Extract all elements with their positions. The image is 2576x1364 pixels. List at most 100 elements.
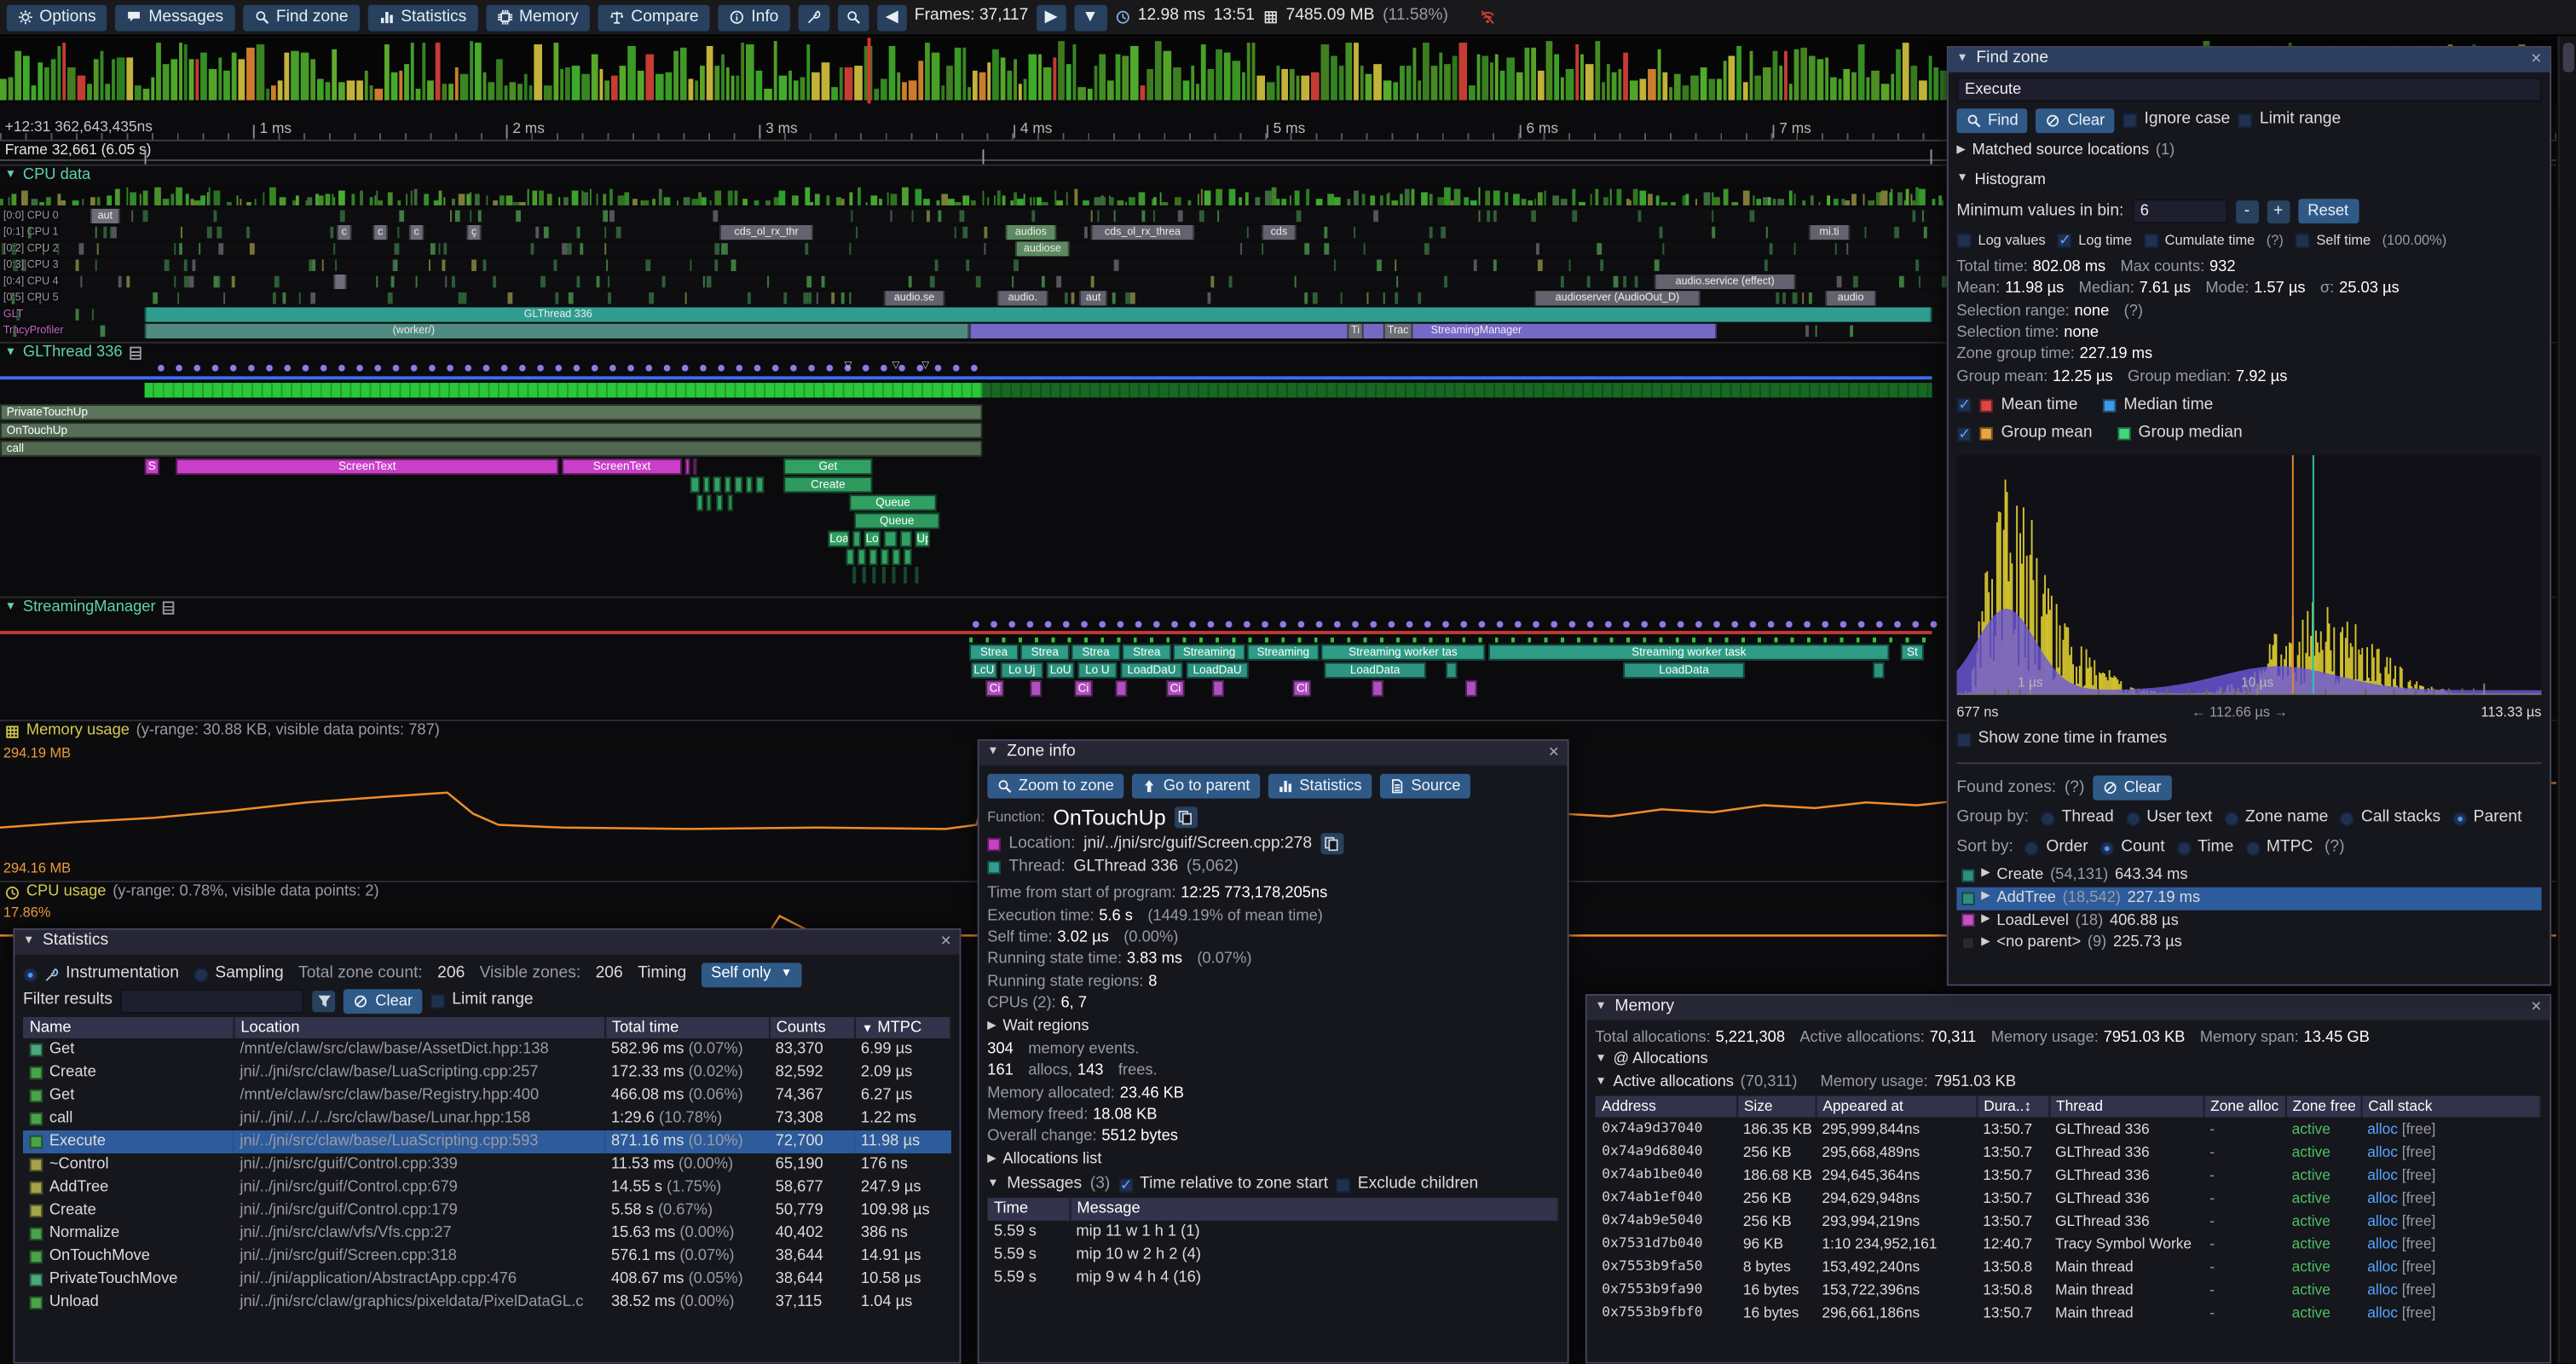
- min-bin-input[interactable]: [2132, 199, 2227, 224]
- frame-bar[interactable]: [774, 42, 777, 101]
- sort-by-option[interactable]: Count: [2099, 837, 2164, 858]
- message-dot[interactable]: [447, 365, 453, 372]
- frame-bar[interactable]: [1495, 54, 1499, 100]
- frame-bar[interactable]: [524, 74, 528, 100]
- message-dot[interactable]: [212, 365, 219, 372]
- frame-bar[interactable]: [656, 74, 664, 101]
- message-dot[interactable]: [1081, 621, 1088, 628]
- frame-bar[interactable]: [1607, 65, 1610, 101]
- message-dot[interactable]: [176, 365, 182, 372]
- frame-bar[interactable]: [1662, 73, 1667, 101]
- message-dot[interactable]: [1045, 621, 1052, 628]
- find-zone-titlebar[interactable]: ▼ Find zone ×: [1949, 48, 2550, 72]
- frame-bar[interactable]: [347, 81, 355, 100]
- frame-bar[interactable]: [1940, 70, 1947, 100]
- frame-bar[interactable]: [806, 45, 810, 101]
- frame-bar[interactable]: [1658, 49, 1661, 100]
- statistics-titlebar[interactable]: ▼ Statistics ×: [14, 930, 959, 955]
- decrement-button[interactable]: -: [2235, 200, 2258, 223]
- frame-bar[interactable]: [1406, 66, 1412, 100]
- frame-bar[interactable]: [1648, 69, 1656, 101]
- frame-bar[interactable]: [1809, 56, 1816, 100]
- zone-bar[interactable]: Streaming worker tas: [1321, 644, 1486, 660]
- statistics-row[interactable]: Unload jni/../jni/src/claw/graphics/pixe…: [23, 1292, 950, 1315]
- wait-regions-toggle[interactable]: ▶Wait regions: [987, 1017, 1559, 1037]
- frame-bar[interactable]: [1373, 64, 1382, 101]
- frame-bar[interactable]: [399, 71, 402, 101]
- frame-bar[interactable]: [726, 67, 730, 101]
- zone-bar[interactable]: [892, 567, 896, 583]
- cpu-zone[interactable]: aut: [1079, 291, 1107, 305]
- frame-bar[interactable]: [44, 67, 49, 100]
- exclude-children-checkbox[interactable]: Exclude children: [1337, 1175, 1478, 1195]
- zone-bar[interactable]: [884, 531, 897, 547]
- cpu-zone[interactable]: Ti: [1347, 324, 1363, 338]
- frame-bar[interactable]: [1490, 62, 1493, 100]
- zoom-to-zone-button[interactable]: Zoom to zone: [987, 773, 1123, 798]
- frame-bar[interactable]: [680, 48, 687, 101]
- show-zone-time-checkbox[interactable]: Show zone time in frames: [1956, 729, 2167, 749]
- frame-bar[interactable]: [987, 63, 991, 101]
- message-dot[interactable]: [537, 365, 544, 372]
- zone-bar[interactable]: Queue: [854, 512, 939, 529]
- message-row[interactable]: 5.59 smip 9 w 4 h 4 (16): [987, 1267, 1558, 1290]
- frame-bar[interactable]: [946, 66, 953, 101]
- group-by-option[interactable]: Thread: [2041, 809, 2114, 829]
- allocation-row[interactable]: 0x74ab1be040 186.68 KB 294,645,364ns 13:…: [1595, 1164, 2540, 1187]
- frame-bar[interactable]: [32, 85, 37, 101]
- cpu-zone[interactable]: StreamingManager: [969, 324, 1717, 338]
- frame-bar[interactable]: [1164, 50, 1172, 100]
- frame-bar[interactable]: [1858, 45, 1865, 101]
- message-dot[interactable]: [193, 365, 200, 372]
- draw-mean-checkbox[interactable]: [1956, 398, 1971, 413]
- frame-bar[interactable]: [1708, 78, 1715, 101]
- zone-bar[interactable]: LoU: [1047, 662, 1075, 679]
- frame-bar[interactable]: [326, 82, 331, 101]
- frame-bar[interactable]: [932, 53, 940, 100]
- cumulate-time-checkbox[interactable]: Cumulate time: [2144, 232, 2255, 249]
- statistics-row[interactable]: PrivateTouchMove jni/../jni/application/…: [23, 1269, 950, 1292]
- frame-bar[interactable]: [1360, 66, 1364, 101]
- message-dot[interactable]: [682, 365, 689, 372]
- frame-bar[interactable]: [1354, 43, 1359, 101]
- frame-bar[interactable]: [1216, 49, 1222, 100]
- frame-bar[interactable]: [1155, 41, 1162, 100]
- frame-bar[interactable]: [257, 44, 265, 101]
- statistics-row[interactable]: Normalize jni/../jni/src/claw/vfs/Vfs.cp…: [23, 1223, 950, 1246]
- message-dot[interactable]: [1587, 621, 1594, 628]
- frame-bar[interactable]: [317, 78, 324, 101]
- options-button[interactable]: Options: [7, 4, 107, 31]
- message-dot[interactable]: [1008, 621, 1015, 628]
- group-by-option[interactable]: User text: [2125, 809, 2212, 829]
- frame-bar[interactable]: [967, 88, 971, 101]
- message-dot[interactable]: [609, 365, 616, 372]
- zone-bar[interactable]: [696, 494, 703, 511]
- frame-bar[interactable]: [23, 55, 30, 101]
- frame-bar[interactable]: [126, 58, 133, 101]
- frame-bar[interactable]: [572, 65, 580, 100]
- frame-bar[interactable]: [517, 84, 523, 101]
- zone-bar[interactable]: Streaming worker task: [1488, 644, 1889, 660]
- frame-bar[interactable]: [1538, 71, 1545, 101]
- frame-bar[interactable]: [1763, 66, 1771, 100]
- frame-bar[interactable]: [1001, 57, 1006, 100]
- frame-bar[interactable]: [1122, 56, 1129, 101]
- frame-bar[interactable]: [1896, 49, 1901, 101]
- cpu-zone[interactable]: cds_ol_rx_thr: [719, 225, 813, 240]
- frame-bar[interactable]: [955, 48, 962, 100]
- frame-bar[interactable]: [973, 71, 978, 101]
- frame-bar[interactable]: [689, 78, 694, 101]
- frame-bar[interactable]: [14, 51, 21, 101]
- message-dot[interactable]: [1894, 621, 1901, 628]
- cpu-zone[interactable]: Trac: [1383, 324, 1413, 338]
- frame-bar[interactable]: [1383, 81, 1392, 101]
- frame-bar[interactable]: [1554, 55, 1559, 101]
- zone-bar[interactable]: Queue: [849, 494, 936, 511]
- frame-bar[interactable]: [1007, 71, 1012, 100]
- message-dot[interactable]: [718, 365, 725, 372]
- zone-bar[interactable]: [882, 567, 886, 583]
- clear-found-button[interactable]: Clear: [2093, 776, 2171, 800]
- frame-bar[interactable]: [1028, 54, 1037, 101]
- sampling-radio[interactable]: Sampling: [193, 964, 283, 985]
- message-dot[interactable]: [429, 365, 436, 372]
